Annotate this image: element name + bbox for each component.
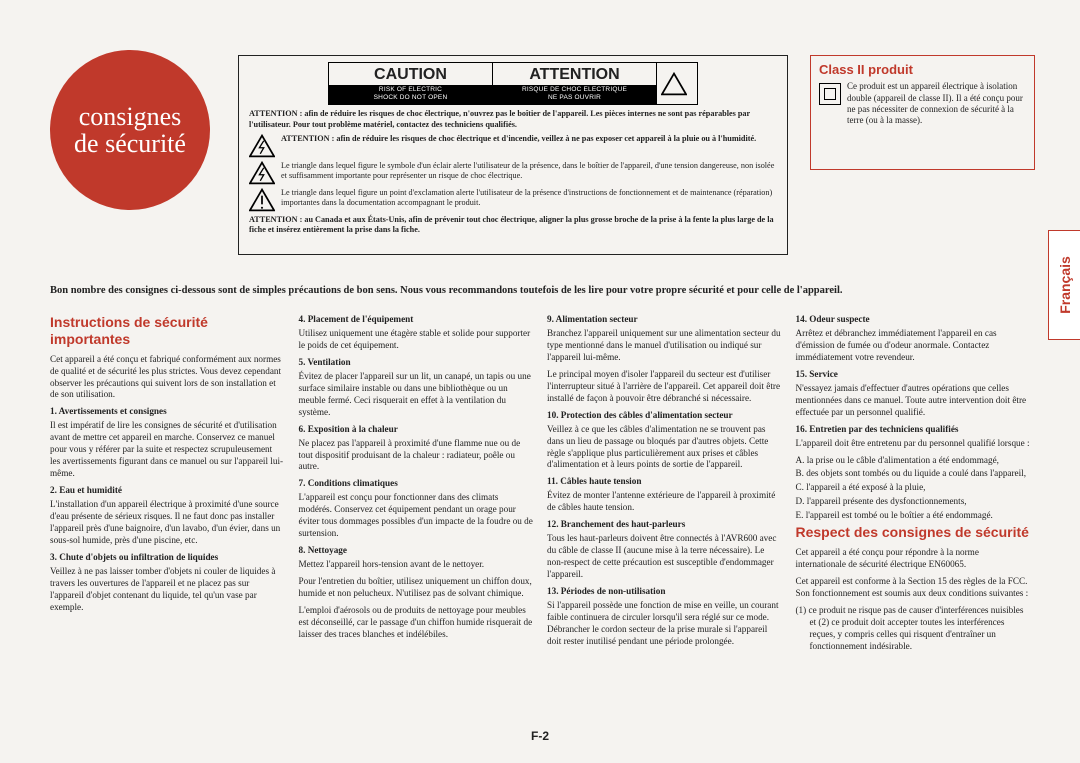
lightning-triangle-icon (249, 161, 275, 185)
caution-p2: ATTENTION : afin de réduire les risques … (281, 134, 777, 144)
heading-instructions: Instructions de sécurité importantes (50, 314, 285, 348)
caution-p4: Le triangle dans lequel figure un point … (281, 188, 777, 209)
class2-body: Ce produit est un appareil électrique à … (847, 81, 1026, 126)
class2-box: Class II produit Ce produit est un appar… (810, 55, 1035, 170)
page-number: F-2 (0, 729, 1080, 743)
caution-p1: ATTENTION : afin de réduire les risques … (249, 109, 777, 130)
intro-para: Cet appareil a été conçu et fabriqué con… (50, 354, 285, 402)
circle-line2: de sécurité (74, 130, 186, 157)
language-tab: Français (1048, 230, 1080, 340)
caution-header: CAUTION RISK OF ELECTRICSHOCK DO NOT OPE… (328, 62, 698, 105)
title-circle: consignes de sécurité (50, 50, 210, 210)
page: consignes de sécurité CAUTION RISK OF EL… (0, 0, 1080, 763)
intro-text: Bon nombre des consignes ci-dessous sont… (50, 284, 1030, 298)
exclaim-triangle-icon (249, 188, 275, 212)
caution-p3: Le triangle dans lequel figure le symbol… (281, 161, 777, 182)
caution-p5: ATTENTION : au Canada et aux États-Unis,… (249, 215, 777, 236)
class2-title: Class II produit (819, 62, 1026, 78)
heading-respect: Respect des consignes de sécurité (796, 524, 1031, 541)
caution-label-fr: ATTENTION (493, 63, 656, 85)
caution-label-en: CAUTION (329, 63, 492, 85)
warning-triangle-icon (661, 72, 687, 96)
body-columns: Instructions de sécurité importantes Cet… (50, 314, 1030, 734)
caution-box: CAUTION RISK OF ELECTRICSHOCK DO NOT OPE… (238, 55, 788, 255)
lightning-triangle-icon (249, 134, 275, 158)
circle-line1: consignes (79, 103, 182, 130)
class2-symbol-icon (819, 83, 841, 105)
